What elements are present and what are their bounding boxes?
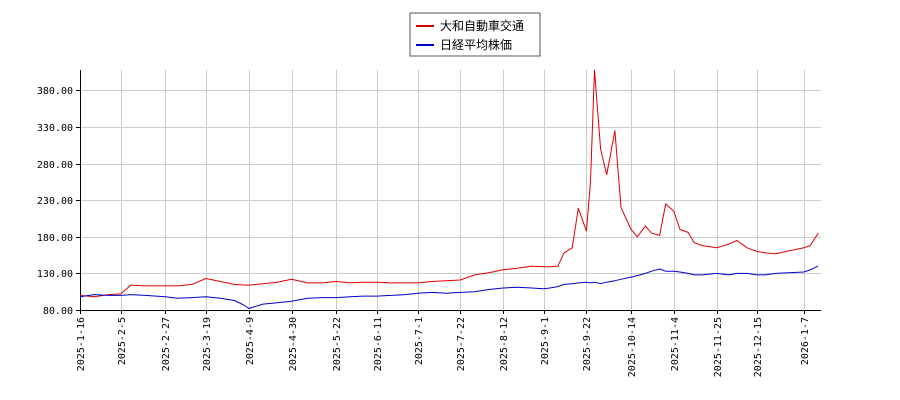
x-tick-label: 2025-9-1	[540, 317, 551, 365]
series-line-0	[79, 69, 819, 298]
grid	[80, 70, 821, 311]
x-axis-ticks: 2025-1-16 2025-2-5 2025-2-27 2025-3-19 2025-…	[76, 310, 811, 377]
x-tick-label: 2025-5-22	[332, 317, 343, 371]
x-tick-label: 2025-1-16	[76, 317, 87, 371]
x-tick-label: 2025-6-11	[373, 317, 384, 371]
x-tick-label: 2026-1-7	[800, 317, 811, 365]
y-tick-label: 180.00	[37, 233, 73, 244]
x-tick-label: 2025-7-22	[456, 317, 467, 371]
x-tick-label: 2025-10-14	[627, 317, 638, 377]
y-tick-label: 380.00	[37, 86, 73, 97]
x-tick-label: 2025-4-9	[245, 317, 256, 365]
y-tick-label: 130.00	[37, 269, 73, 280]
y-tick-label: 280.00	[37, 160, 73, 171]
series-lines	[79, 69, 819, 309]
x-tick-label: 2025-2-5	[117, 317, 128, 365]
legend-label-1: 日経平均株価	[440, 37, 512, 52]
y-axis-ticks: 80.00 130.00 180.00 230.00 280.00 330.00 380.0…	[37, 86, 80, 317]
series-line-1	[79, 265, 819, 309]
legend-label-0: 大和自動車交通	[440, 18, 524, 33]
x-tick-label: 2025-7-1	[414, 317, 425, 365]
x-tick-label: 2025-2-27	[161, 317, 172, 371]
x-tick-label: 2025-8-12	[499, 317, 510, 371]
x-tick-label: 2025-11-25	[713, 317, 724, 377]
y-tick-label: 80.00	[43, 306, 73, 317]
axes	[80, 70, 821, 311]
y-tick-label: 230.00	[37, 196, 73, 207]
y-tick-label: 330.00	[37, 123, 73, 134]
x-tick-label: 2025-11-4	[670, 317, 681, 371]
x-tick-label: 2025-12-15	[753, 317, 764, 377]
x-tick-label: 2025-4-30	[288, 317, 299, 371]
legend: 大和自動車交通 日経平均株価	[409, 12, 541, 57]
legend-box	[409, 12, 541, 57]
x-tick-label: 2025-3-19	[202, 317, 213, 371]
x-tick-label: 2025-9-22	[582, 317, 593, 371]
